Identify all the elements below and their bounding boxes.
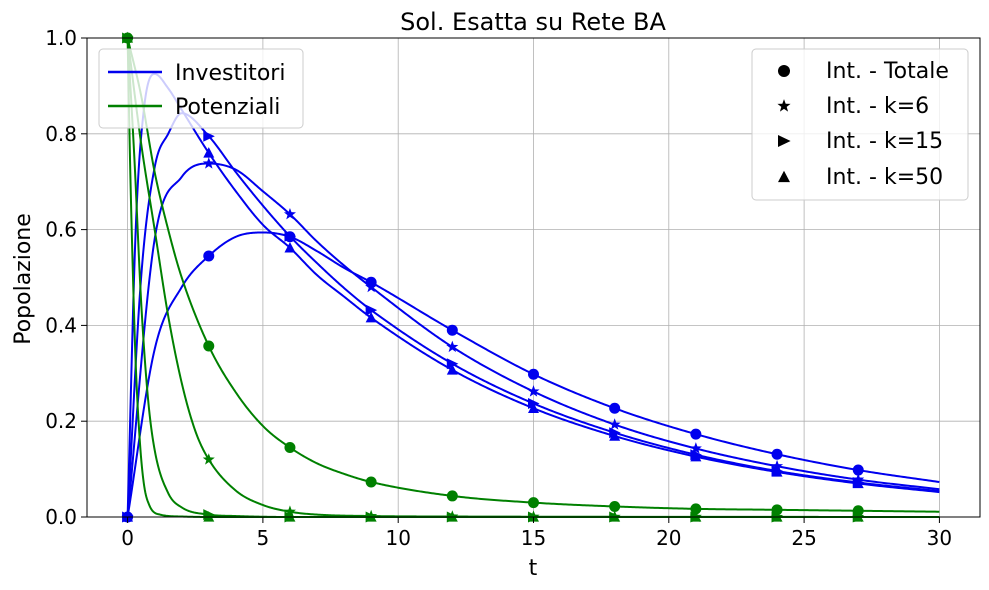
legend-right-box — [751, 48, 969, 201]
potenziali-line-circle — [126, 37, 940, 513]
legend-left: Investitori Potenziali — [98, 48, 304, 129]
legend-k15-label: Int. - k=15 — [826, 129, 943, 154]
y-tick-label: 1.0 — [45, 26, 77, 50]
x-tick-label: 30 — [927, 526, 952, 550]
y-tick-label: 0.2 — [45, 409, 77, 433]
investitori-marker-triangle-up — [365, 311, 377, 323]
potenziali-marker-circle — [284, 442, 296, 454]
legend-totale-label: Int. - Totale — [826, 59, 949, 84]
investitori-marker-triangle-up — [528, 402, 539, 413]
potenziali-marker-circle — [609, 500, 621, 512]
x-tick-label: 20 — [656, 526, 681, 550]
investitori-marker-star — [689, 442, 702, 454]
investitori-marker-star — [527, 385, 540, 397]
investitori-marker-circle — [771, 448, 783, 460]
potenziali-marker-triangle-up — [446, 511, 458, 522]
legend-marker-star — [777, 99, 791, 112]
investitori-marker-triangle-up — [852, 477, 864, 489]
potenziali-marker-triangle-up — [771, 511, 783, 522]
investitori-marker-triangle-up — [284, 242, 296, 253]
y-axis-label: Popolazione — [11, 213, 36, 345]
y-tick-label: 0.6 — [45, 218, 77, 242]
investitori-marker-triangle-right — [446, 358, 459, 370]
series-markers — [121, 31, 865, 523]
potenziali-marker-triangle-up — [690, 511, 702, 522]
legend-investitori-label: Investitori — [175, 61, 285, 86]
investitori-marker-triangle-up — [690, 450, 702, 462]
potenziali-marker-circle — [365, 476, 377, 488]
investitori-marker-star — [283, 207, 296, 220]
x-tick-label: 10 — [385, 526, 410, 550]
potenziali-marker-triangle-up — [122, 32, 134, 43]
potenziali-marker-circle — [203, 340, 215, 352]
legend-k6-label: Int. - k=6 — [826, 94, 929, 119]
legend-right: Int. - Totale Int. - k=6 Int. - k=15 Int… — [751, 48, 969, 201]
x-tick-label: 5 — [257, 526, 270, 550]
investitori-marker-star — [365, 280, 378, 293]
investitori-marker-triangle-up — [771, 466, 783, 477]
y-tick-label: 0.4 — [45, 313, 77, 337]
x-tick-label: 0 — [121, 526, 134, 550]
legend-marker-triangle-up — [778, 170, 790, 183]
investitori-marker-triangle-up — [446, 364, 458, 375]
investitori-marker-triangle-right — [203, 130, 215, 142]
x-tick-label: 25 — [791, 526, 816, 550]
legend-potenziali-label: Potenziali — [175, 95, 280, 120]
legend-left-box — [98, 48, 304, 129]
investitori-marker-triangle-up — [203, 147, 215, 158]
potenziali-marker-triangle-up — [609, 511, 621, 522]
investitori-line-circle — [126, 231, 940, 518]
investitori-marker-circle — [203, 250, 215, 262]
x-axis-label: t — [529, 556, 538, 581]
potenziali-marker-circle — [446, 490, 458, 502]
investitori-line-star — [126, 162, 940, 518]
potenziali-marker-circle — [771, 504, 783, 516]
investitori-marker-triangle-up — [122, 511, 134, 522]
y-tick-label: 0.0 — [45, 505, 77, 529]
chart-title: Sol. Esatta su Rete BA — [400, 8, 666, 36]
legend-k50-label: Int. - k=50 — [826, 165, 943, 190]
investitori-marker-circle — [690, 428, 702, 440]
investitori-marker-triangle-right — [284, 230, 297, 242]
investitori-marker-star — [446, 340, 459, 353]
potenziali-marker-star — [283, 505, 296, 517]
potenziali-marker-triangle-up — [528, 511, 539, 522]
y-tick-label: 0.8 — [45, 122, 77, 146]
investitori-marker-circle — [852, 464, 864, 476]
investitori-marker-triangle-right — [365, 304, 378, 316]
potenziali-marker-triangle-up — [852, 511, 864, 522]
investitori-marker-circle — [528, 368, 539, 380]
potenziali-marker-circle — [690, 503, 702, 515]
potenziali-marker-triangle-up — [365, 511, 377, 522]
potenziali-marker-star — [202, 453, 215, 465]
potenziali-marker-circle — [528, 497, 539, 509]
investitori-marker-circle — [446, 324, 458, 336]
legend-marker-circle — [778, 65, 790, 77]
x-tick-label: 15 — [521, 526, 546, 550]
potenziali-marker-triangle-up — [203, 511, 215, 522]
legend-marker-triangle-right — [778, 135, 791, 147]
investitori-marker-star — [771, 459, 784, 472]
investitori-marker-circle — [609, 402, 621, 414]
investitori-marker-star — [608, 418, 621, 430]
potenziali-marker-triangle-up — [284, 511, 296, 522]
investitori-marker-triangle-up — [609, 430, 621, 441]
axis-ticks: 0 5 10 15 20 25 30 0.0 0.2 0.4 0.6 0.8 1.0 — [45, 26, 952, 550]
investitori-marker-star — [202, 157, 215, 169]
